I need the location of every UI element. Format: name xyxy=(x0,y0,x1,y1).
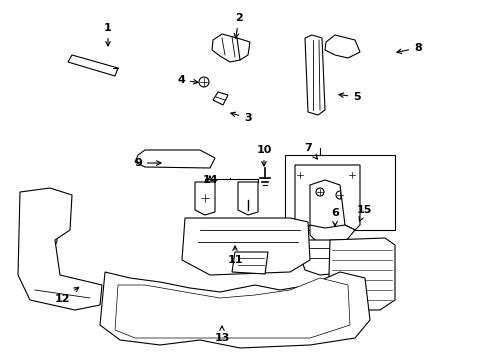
Text: 13: 13 xyxy=(214,326,229,343)
Polygon shape xyxy=(238,182,258,215)
Polygon shape xyxy=(115,278,349,338)
Text: 12: 12 xyxy=(54,287,79,304)
Text: 10: 10 xyxy=(256,145,271,166)
Polygon shape xyxy=(237,38,249,60)
Polygon shape xyxy=(325,35,359,58)
Polygon shape xyxy=(213,92,227,105)
Polygon shape xyxy=(231,252,267,274)
Polygon shape xyxy=(68,55,118,76)
Text: 9: 9 xyxy=(134,158,161,168)
Text: 7: 7 xyxy=(304,143,317,159)
Text: 1: 1 xyxy=(104,23,112,46)
Text: 14: 14 xyxy=(202,175,217,185)
Polygon shape xyxy=(212,34,244,62)
Polygon shape xyxy=(294,165,359,230)
Polygon shape xyxy=(299,240,359,275)
Text: 15: 15 xyxy=(356,205,371,221)
Polygon shape xyxy=(100,272,369,348)
Polygon shape xyxy=(135,150,215,168)
Text: 11: 11 xyxy=(227,246,242,265)
Polygon shape xyxy=(305,35,325,115)
Polygon shape xyxy=(195,182,215,215)
Polygon shape xyxy=(309,225,354,245)
Polygon shape xyxy=(327,238,394,310)
Polygon shape xyxy=(182,218,309,275)
Polygon shape xyxy=(18,188,102,310)
Text: 4: 4 xyxy=(177,75,198,85)
Text: 2: 2 xyxy=(234,13,243,38)
Text: 8: 8 xyxy=(396,43,421,54)
Text: 3: 3 xyxy=(230,112,251,123)
Bar xyxy=(285,155,394,230)
Text: 5: 5 xyxy=(338,92,360,102)
Text: 6: 6 xyxy=(330,208,338,226)
